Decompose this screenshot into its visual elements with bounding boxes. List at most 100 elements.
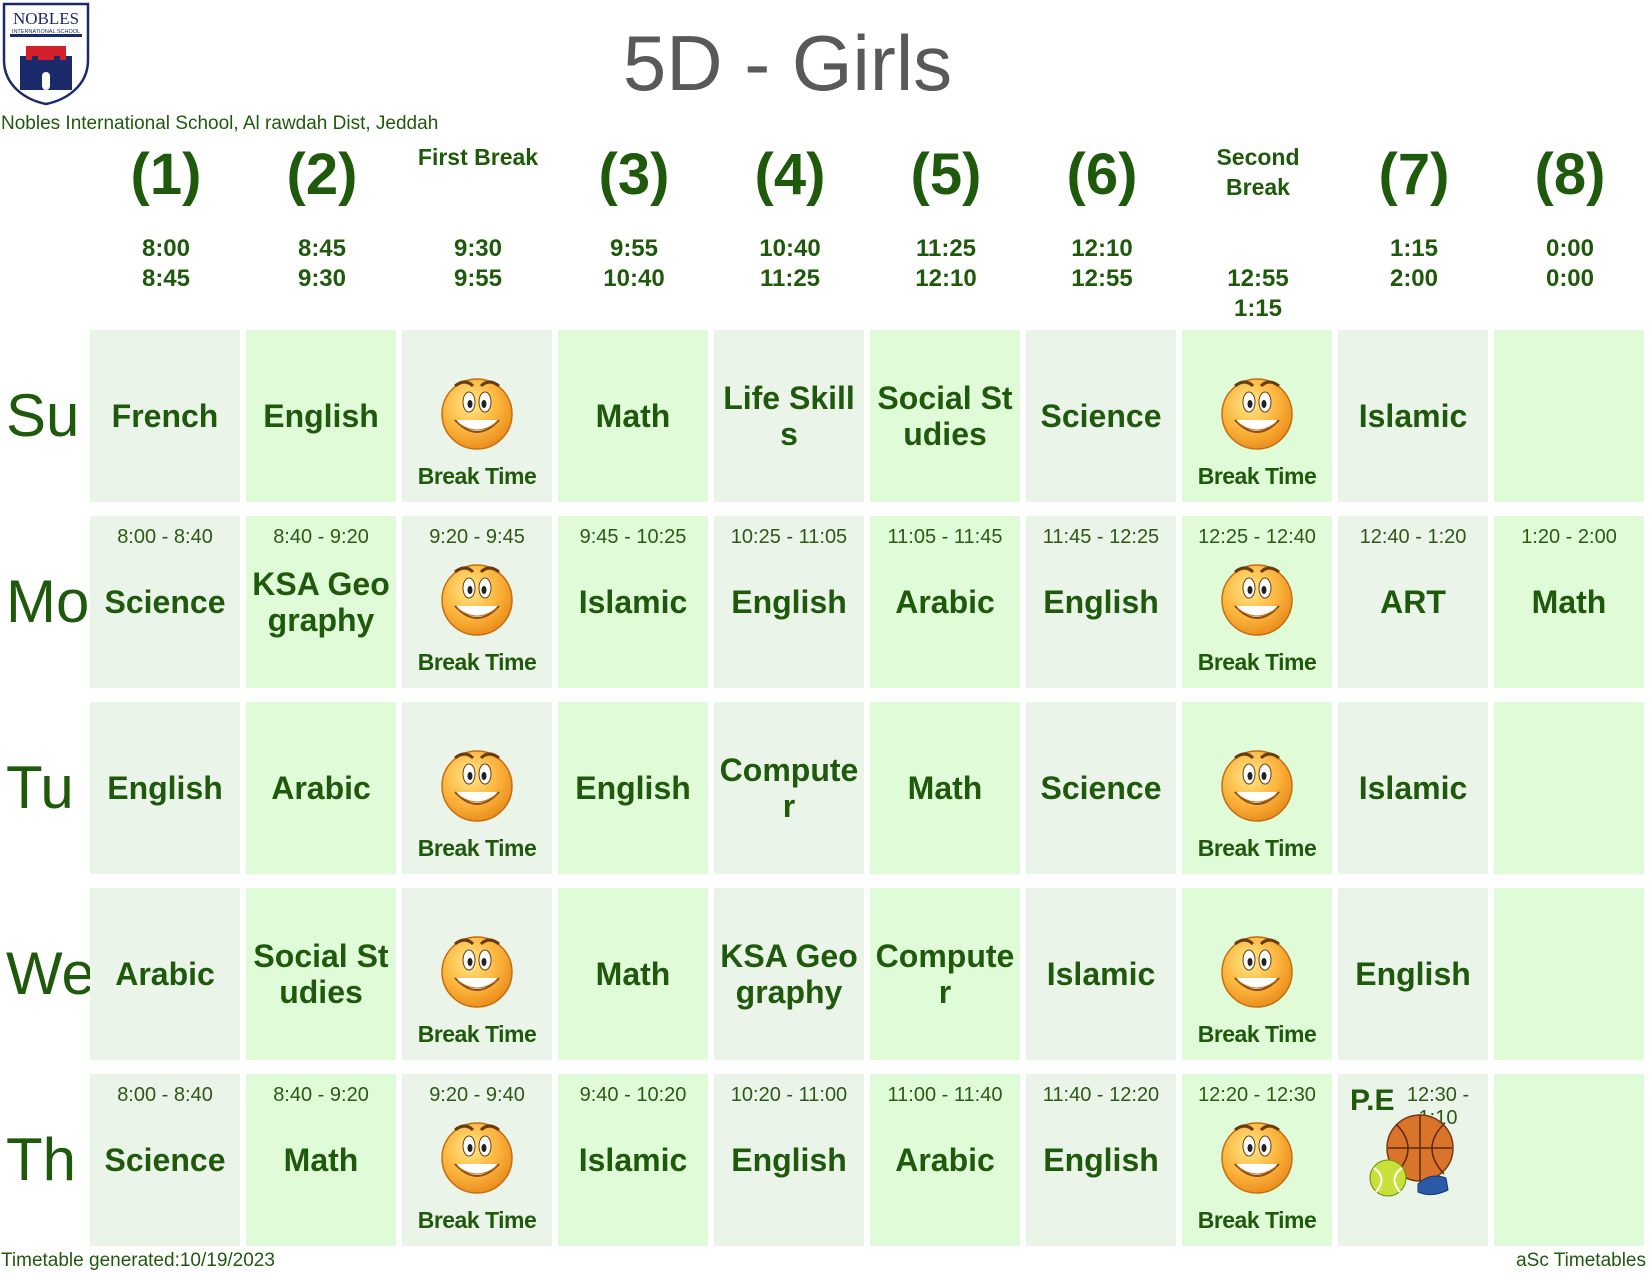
break-label: Break Time [417, 1207, 537, 1233]
timetable-cell[interactable]: Arabic [90, 888, 240, 1060]
timetable-cell[interactable]: Break Time [402, 702, 552, 874]
subject-label: Islamic [578, 1142, 688, 1178]
logo-text: NOBLES [13, 9, 79, 28]
timetable-cell[interactable]: Math [870, 702, 1020, 874]
timetable-cell[interactable]: Science [1026, 702, 1176, 874]
school-name: Nobles International School, Al rawdah D… [1, 113, 439, 134]
subject-label: Math [1531, 584, 1607, 620]
timetable-cell[interactable]: English [90, 702, 240, 874]
break-label: Break Time [417, 1021, 537, 1047]
slot-time: 8:00 - 8:40 [117, 1084, 213, 1106]
slot-time: 10:25 - 11:05 [730, 526, 848, 548]
timetable-cell[interactable]: 11:05 - 11:45 Arabic [870, 516, 1020, 688]
timetable-cell[interactable] [1494, 888, 1644, 1060]
column-header-6: (5) 11:25 12:10 [870, 142, 1022, 294]
timetable-cell[interactable]: 11:00 - 11:40 Arabic [870, 1074, 1020, 1246]
timetable-cell[interactable]: 8:40 - 9:20 KSA Geography [246, 516, 396, 688]
timetable-cell[interactable] [1494, 330, 1644, 502]
timetable-cell[interactable]: 8:00 - 8:40 Science [90, 1074, 240, 1246]
timetable-cell[interactable]: English [246, 330, 396, 502]
timetable-cell[interactable]: Math [558, 888, 708, 1060]
smiley-icon [441, 750, 513, 822]
smiley-icon [441, 564, 513, 636]
timetable-cell[interactable]: Computer [714, 702, 864, 874]
timetable-cell[interactable]: Social Studies [246, 888, 396, 1060]
timetable-cell[interactable]: KSA Geography [714, 888, 864, 1060]
smiley-icon [1221, 378, 1293, 450]
subject-label: English [731, 1142, 847, 1178]
timetable-cell[interactable]: 11:40 - 12:20 English [1026, 1074, 1176, 1246]
timetable-cell[interactable]: Math [558, 330, 708, 502]
slot-time: 11:45 - 12:25 [1042, 526, 1160, 548]
break-label: Break Time [1197, 835, 1317, 861]
subject-label: Math [283, 1142, 359, 1178]
timetable-cell[interactable]: Arabic [246, 702, 396, 874]
timetable-cell[interactable]: Break Time [402, 888, 552, 1060]
period-end: 2:00 [1389, 265, 1439, 292]
timetable-cell[interactable]: 9:40 - 10:20 Islamic [558, 1074, 708, 1246]
period-number: (4) [754, 142, 826, 207]
timetable-cell[interactable]: 9:45 - 10:25 Islamic [558, 516, 708, 688]
column-header-9: (7) 1:15 2:00 [1338, 142, 1490, 294]
timetable-cell[interactable]: 11:45 - 12:25 English [1026, 516, 1176, 688]
slot-time: 8:40 - 9:20 [273, 526, 369, 548]
timetable-cell[interactable]: English [1338, 888, 1488, 1060]
subject-label: English [575, 770, 691, 806]
period-number: (8) [1534, 142, 1606, 207]
slot-time: 1:20 - 2:00 [1521, 526, 1617, 548]
period-start: 12:55 [1227, 265, 1289, 292]
timetable-cell[interactable]: 10:20 - 11:00 English [714, 1074, 864, 1246]
column-header-7: (6) 12:10 12:55 [1026, 142, 1178, 294]
timetable-cell[interactable]: Break Time [1182, 888, 1332, 1060]
timetable-cell[interactable]: Break Time [1182, 330, 1332, 502]
timetable-cell[interactable]: Social Studies [870, 330, 1020, 502]
subject-label: Computer [875, 938, 1015, 1010]
timetable-cell[interactable]: 9:20 - 9:45 Break Time [402, 516, 552, 688]
timetable-cell[interactable]: 1:20 - 2:00 Math [1494, 516, 1644, 688]
timetable-cell[interactable]: 12:25 - 12:40 Break Time [1182, 516, 1332, 688]
period-end: 9:30 [297, 265, 347, 292]
period-number: (1) [130, 142, 202, 207]
timetable-cell[interactable]: Break Time [402, 330, 552, 502]
timetable-cell[interactable]: Islamic [1338, 702, 1488, 874]
subject-label: Islamic [578, 584, 688, 620]
timetable-cell[interactable]: English [558, 702, 708, 874]
period-end: 0:00 [1545, 265, 1595, 292]
timetable-cell[interactable]: 8:00 - 8:40 Science [90, 516, 240, 688]
timetable-cell[interactable]: 12:30 - 1:10 P.E [1338, 1074, 1488, 1246]
timetable-cell[interactable] [1494, 702, 1644, 874]
subject-label: Computer [719, 752, 859, 824]
subject-label: Social Studies [877, 380, 1013, 452]
timetable-cell[interactable]: Islamic [1026, 888, 1176, 1060]
slot-time: 11:40 - 12:20 [1042, 1084, 1160, 1106]
subject-label: Science [1040, 398, 1162, 434]
timetable-cell[interactable]: 12:40 - 1:20 ART [1338, 516, 1488, 688]
timetable-cell[interactable]: French [90, 330, 240, 502]
period-start: 1:15 [1389, 235, 1439, 262]
day-label: Th [6, 1126, 77, 1193]
timetable-cell[interactable]: 9:20 - 9:40 Break Time [402, 1074, 552, 1246]
timetable-cell[interactable]: Break Time [1182, 702, 1332, 874]
timetable-cell[interactable]: Islamic [1338, 330, 1488, 502]
slot-time: 9:20 - 9:40 [429, 1084, 525, 1106]
slot-time: 12:40 - 1:20 [1359, 526, 1467, 548]
timetable-cell[interactable]: Science [1026, 330, 1176, 502]
break-name: First Break [417, 144, 539, 170]
slot-time: 12:25 - 12:40 [1198, 526, 1316, 548]
timetable-cell[interactable]: Life Skills [714, 330, 864, 502]
period-number: (2) [286, 142, 358, 207]
subject-label: Arabic [895, 584, 995, 620]
generated-date: Timetable generated:10/19/2023 [1, 1250, 275, 1271]
timetable-cell[interactable]: 10:25 - 11:05 English [714, 516, 864, 688]
smiley-icon [1221, 564, 1293, 636]
subject-label: English [107, 770, 223, 806]
smiley-icon [441, 378, 513, 450]
timetable-cell[interactable]: 12:20 - 12:30 Break Time [1182, 1074, 1332, 1246]
timetable-cell[interactable]: Computer [870, 888, 1020, 1060]
timetable-cell[interactable] [1494, 1074, 1644, 1246]
period-start: 9:55 [609, 235, 659, 262]
timetable-cell[interactable]: 8:40 - 9:20 Math [246, 1074, 396, 1246]
break-label: Break Time [1197, 1021, 1317, 1047]
slot-time: 9:20 - 9:45 [429, 526, 525, 548]
period-number: (6) [1066, 142, 1138, 207]
